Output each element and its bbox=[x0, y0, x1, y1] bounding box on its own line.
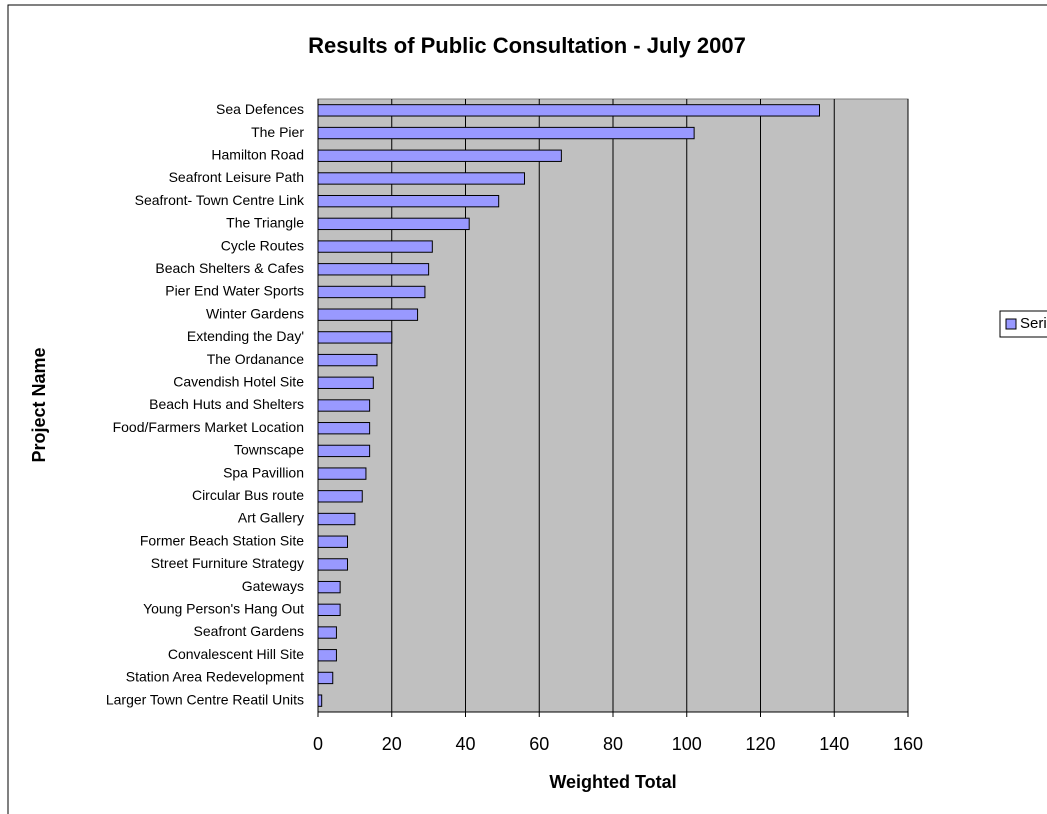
y-tick-label: Pier End Water Sports bbox=[165, 283, 304, 299]
x-tick-label: 160 bbox=[893, 734, 923, 754]
bar bbox=[317, 558, 348, 571]
y-tick-label: Circular Bus route bbox=[192, 487, 304, 503]
x-tick-label: 40 bbox=[455, 734, 475, 754]
x-tick-label: 140 bbox=[819, 734, 849, 754]
bar bbox=[317, 694, 323, 707]
bar bbox=[317, 172, 525, 185]
x-tick-label: 60 bbox=[529, 734, 549, 754]
y-tick-label: Young Person's Hang Out bbox=[143, 601, 304, 617]
y-tick-label: The Pier bbox=[251, 124, 304, 140]
bar bbox=[317, 490, 363, 503]
y-tick-label: The Triangle bbox=[226, 215, 304, 231]
x-axis-title: Weighted Total bbox=[549, 772, 676, 792]
bar bbox=[317, 649, 337, 662]
y-tick-label: Seafront- Town Centre Link bbox=[135, 192, 305, 208]
y-tick-label: Gateways bbox=[242, 578, 304, 594]
bar bbox=[317, 671, 334, 685]
x-tick-label: 120 bbox=[745, 734, 775, 754]
bar bbox=[317, 353, 378, 367]
chart-title: Results of Public Consultation - July 20… bbox=[308, 33, 746, 58]
y-tick-label: Sea Defences bbox=[216, 101, 304, 117]
y-tick-label: Street Furniture Strategy bbox=[151, 555, 304, 571]
x-tick-label: 20 bbox=[382, 734, 402, 754]
x-tick-label: 100 bbox=[672, 734, 702, 754]
bar bbox=[317, 285, 426, 299]
y-tick-label: Hamilton Road bbox=[211, 146, 304, 162]
bar bbox=[317, 422, 371, 435]
chart-border bbox=[7, 4, 1047, 814]
y-tick-label: Station Area Redevelopment bbox=[126, 669, 304, 685]
legend-label: Series1 bbox=[1020, 315, 1047, 332]
legend-swatch bbox=[1005, 318, 1017, 330]
bar bbox=[317, 444, 371, 458]
bar bbox=[317, 331, 393, 344]
bar bbox=[317, 149, 562, 162]
bar bbox=[317, 240, 433, 253]
bar bbox=[317, 263, 430, 276]
bar bbox=[317, 603, 341, 617]
y-tick-label: Seafront Leisure Path bbox=[169, 169, 304, 185]
bar bbox=[317, 376, 374, 389]
bar bbox=[317, 308, 419, 321]
y-tick-label: Beach Huts and Shelters bbox=[149, 396, 304, 412]
y-tick-label: Former Beach Station Site bbox=[140, 532, 304, 548]
bar bbox=[317, 580, 341, 594]
bar bbox=[317, 626, 337, 639]
bar bbox=[317, 467, 367, 480]
y-tick-label: Winter Gardens bbox=[206, 305, 304, 321]
y-tick-label: Food/Farmers Market Location bbox=[113, 419, 304, 435]
bar bbox=[317, 535, 348, 548]
y-tick-label: Extending the Day' bbox=[187, 328, 304, 344]
bar bbox=[317, 512, 356, 526]
y-axis-title: Project Name bbox=[29, 347, 49, 462]
x-tick-label: 0 bbox=[313, 734, 323, 754]
y-tick-label: Beach Shelters & Cafes bbox=[155, 260, 304, 276]
y-tick-label: Larger Town Centre Reatil Units bbox=[106, 691, 304, 707]
bar bbox=[317, 194, 500, 208]
y-tick-label: Convalescent Hill Site bbox=[168, 646, 304, 662]
y-tick-label: Seafront Gardens bbox=[193, 623, 304, 639]
y-tick-label: Cavendish Hotel Site bbox=[173, 373, 304, 389]
y-tick-label: Townscape bbox=[234, 442, 304, 458]
y-tick-label: Spa Pavillion bbox=[223, 464, 304, 480]
bar bbox=[317, 399, 371, 412]
bar bbox=[317, 217, 470, 231]
x-tick-label: 80 bbox=[603, 734, 623, 754]
y-tick-label: Art Gallery bbox=[238, 510, 304, 526]
bar bbox=[317, 126, 695, 140]
bar bbox=[317, 104, 820, 117]
y-tick-label: Cycle Routes bbox=[221, 237, 304, 253]
y-tick-label: The Ordanance bbox=[207, 351, 304, 367]
